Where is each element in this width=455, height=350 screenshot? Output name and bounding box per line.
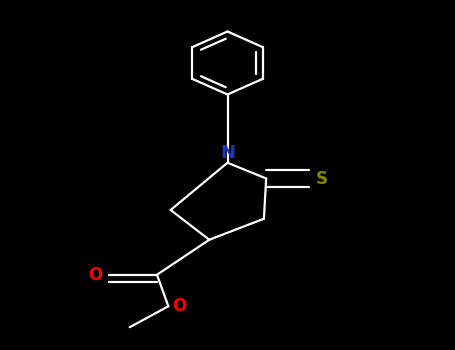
- Text: S: S: [316, 169, 328, 188]
- Text: N: N: [220, 144, 235, 162]
- Text: O: O: [172, 297, 187, 315]
- Text: O: O: [88, 266, 103, 284]
